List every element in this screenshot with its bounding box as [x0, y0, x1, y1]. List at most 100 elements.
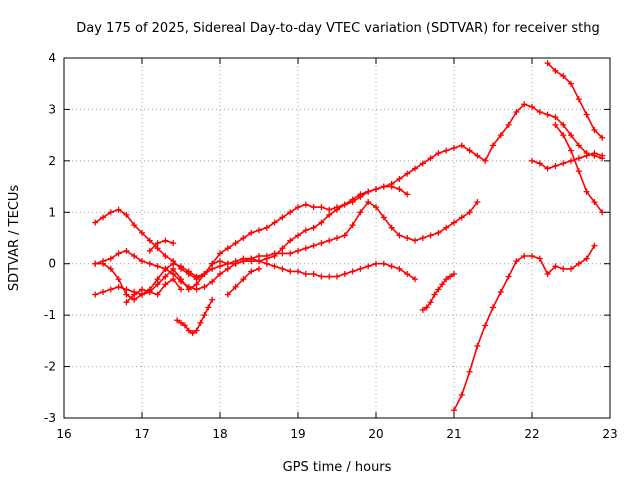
data-point: [497, 132, 504, 139]
data-point: [349, 222, 356, 229]
series-line: [531, 152, 604, 170]
data-point: [185, 327, 192, 334]
data-point: [466, 209, 473, 216]
data-point: [396, 186, 403, 193]
data-point: [443, 224, 450, 231]
data-point: [341, 271, 348, 277]
data-point: [341, 201, 348, 208]
data-point: [162, 237, 169, 244]
data-point: [189, 330, 196, 337]
data-point: [575, 155, 582, 162]
y-tick-label: 0: [48, 257, 56, 271]
data-point: [154, 291, 161, 298]
data-point: [248, 268, 255, 275]
series-line: [149, 239, 174, 252]
data-point: [170, 276, 177, 283]
data-point: [295, 204, 301, 211]
data-point: [295, 268, 301, 275]
data-point: [365, 263, 372, 270]
data-point: [178, 319, 184, 326]
data-point: [431, 291, 438, 298]
x-tick-label: 22: [524, 427, 539, 441]
series-track-h: [224, 265, 262, 298]
data-point: [178, 286, 184, 293]
data-point: [373, 260, 379, 267]
data-point: [154, 281, 161, 288]
y-axis-title: SDTVAR / TECUs: [7, 185, 22, 292]
data-point: [388, 263, 395, 270]
data-point: [197, 319, 204, 326]
data-point: [123, 211, 130, 218]
data-point: [349, 196, 356, 203]
data-point: [193, 281, 200, 288]
data-point: [302, 227, 309, 234]
data-point: [100, 289, 106, 295]
data-point: [419, 235, 426, 241]
data-point: [217, 271, 223, 277]
data-point: [263, 253, 270, 259]
data-point: [123, 247, 130, 254]
data-point: [263, 224, 270, 231]
data-point: [552, 121, 559, 128]
data-point: [334, 235, 340, 241]
data-point: [380, 214, 387, 221]
data-point: [131, 291, 138, 298]
data-point: [451, 145, 457, 151]
data-point: [209, 278, 216, 285]
data-point: [178, 263, 184, 270]
data-point: [451, 271, 457, 277]
data-point: [568, 132, 574, 139]
data-point: [544, 271, 551, 277]
data-point: [123, 291, 130, 298]
data-point: [154, 240, 161, 247]
data-point: [443, 276, 450, 283]
data-point: [552, 67, 559, 74]
plot-frame: [63, 57, 611, 419]
data-point: [404, 235, 411, 241]
data-point: [271, 219, 278, 226]
data-point: [295, 247, 301, 254]
data-point: [107, 255, 114, 262]
data-point: [162, 281, 169, 288]
y-tick-label: 4: [48, 51, 56, 65]
x-tick-label: 21: [446, 427, 461, 441]
x-tick-label: 16: [56, 427, 71, 441]
data-point: [217, 263, 223, 270]
data-point: [443, 147, 450, 154]
data-point: [388, 181, 395, 187]
data-point: [474, 152, 481, 159]
data-point: [544, 60, 551, 67]
data-point: [521, 253, 528, 259]
data-point: [279, 245, 286, 252]
data-point: [466, 147, 473, 154]
data-point: [185, 283, 192, 290]
data-point: [224, 260, 231, 267]
data-point: [505, 121, 512, 128]
data-point: [591, 127, 598, 133]
data-point: [552, 163, 559, 169]
data-point: [174, 317, 181, 324]
data-point: [92, 260, 99, 267]
data-point: [170, 271, 177, 277]
data-point: [380, 260, 387, 267]
data-point: [568, 265, 574, 272]
data-point: [310, 271, 317, 277]
data-point: [419, 307, 426, 313]
data-point: [427, 299, 434, 306]
data-point: [365, 199, 372, 205]
data-point: [568, 80, 574, 87]
data-point: [193, 286, 200, 293]
data-point: [591, 199, 598, 205]
data-point: [181, 322, 188, 329]
data-point: [529, 103, 535, 110]
data-point: [575, 168, 582, 175]
y-tick-label: 3: [48, 102, 56, 116]
data-point: [560, 73, 567, 79]
data-point: [123, 299, 130, 306]
data-point: [162, 265, 169, 272]
data-point: [302, 245, 309, 252]
series-line: [546, 62, 604, 139]
data-point: [560, 265, 567, 272]
